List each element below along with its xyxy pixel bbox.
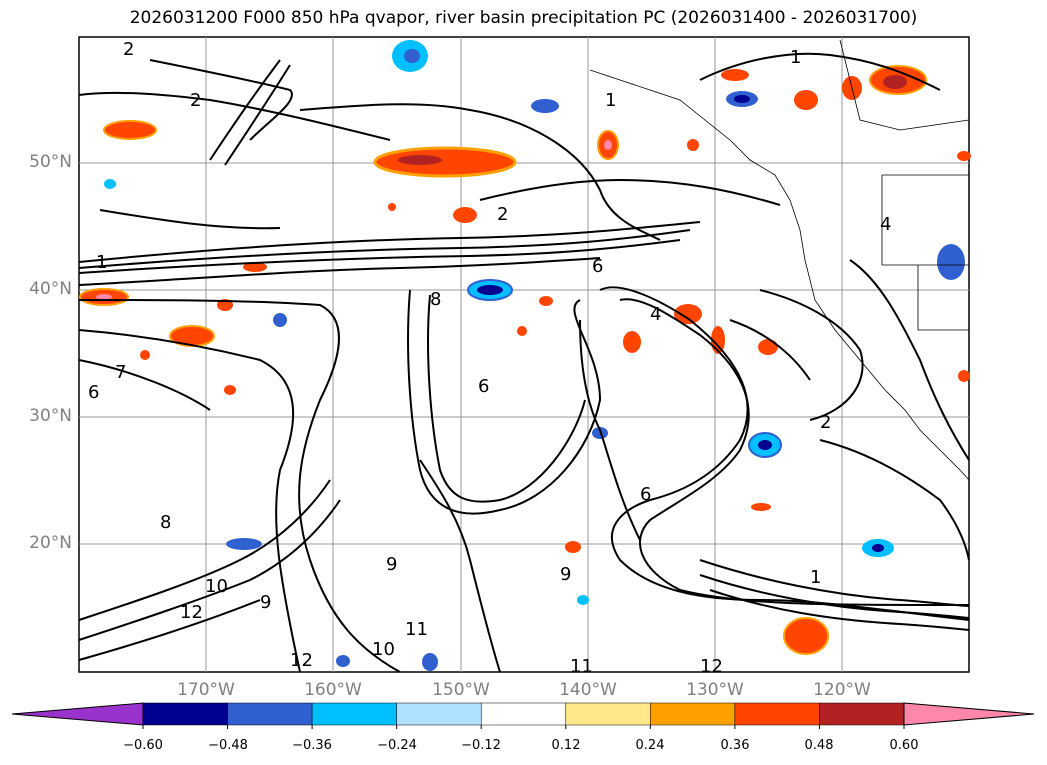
qvapor-contours (78, 52, 970, 673)
contour-label: 11 (570, 656, 593, 677)
contour-label: 8 (160, 512, 171, 533)
contour-label: 2 (497, 204, 508, 225)
colorbar-extend-min (11, 702, 144, 726)
colorbar-tick-label: 0.36 (720, 738, 750, 753)
contour-label: 9 (260, 592, 271, 613)
contour-label: 1 (96, 252, 107, 273)
colorbar-cell (480, 702, 567, 726)
contour-label: 7 (115, 362, 126, 383)
colorbar-cells (142, 702, 905, 726)
precip-anomaly-patches (79, 40, 971, 671)
contour-label: 6 (88, 382, 99, 403)
lat-label-50n: 50°N (29, 152, 72, 172)
contour-label: 11 (405, 619, 428, 640)
colorbar-tick-label: −0.12 (461, 738, 501, 753)
lat-label-40n: 40°N (29, 279, 72, 299)
contour-label: 8 (430, 289, 441, 310)
contour-label: 2 (190, 90, 201, 111)
colorbar-tick-label: −0.24 (377, 738, 417, 753)
colorbar-extend-max (903, 702, 1035, 726)
contour-label: 6 (478, 376, 489, 397)
contour-label: 4 (880, 214, 891, 235)
colorbar-tick-label: 0.24 (635, 738, 665, 753)
contour-label: 1 (605, 90, 616, 111)
colorbar-tick-label: 0.60 (889, 738, 919, 753)
colorbar-cell (396, 702, 482, 726)
contour-label: 12 (180, 602, 203, 623)
coastlines (589, 39, 970, 481)
page-title: 2026031200 F000 850 hPa qvapor, river ba… (129, 8, 918, 28)
contour-label: 9 (386, 554, 397, 575)
contour-label: 6 (640, 484, 651, 505)
colorbar-tick-label: 0.48 (804, 738, 834, 753)
colorbar-cell (142, 702, 228, 726)
contour-label: 1 (810, 567, 821, 588)
colorbar-cell (650, 702, 736, 726)
colorbar-cell (311, 702, 397, 726)
lat-label-30n: 30°N (29, 406, 72, 426)
colorbar-tick-label: −0.48 (208, 738, 248, 753)
colorbar-tick-label: 0.12 (551, 738, 581, 753)
lon-label-120w: 120°W (813, 680, 871, 700)
lon-label-160w: 160°W (304, 680, 362, 700)
colorbar-tick-label: −0.60 (123, 738, 163, 753)
colorbar-cell (227, 702, 313, 726)
colorbar-cell (565, 702, 651, 726)
contour-label: 12 (700, 656, 723, 677)
contour-label: 4 (650, 304, 661, 325)
contour-label: 2 (820, 412, 831, 433)
contour-label: 2 (123, 39, 134, 60)
contour-label-group: 2 1 2 1 2 4 1 6 8 6 4 2 1 6 9 11 12 10 9… (88, 39, 891, 677)
lat-label-20n: 20°N (29, 533, 72, 553)
colorbar-tick-marks (142, 725, 905, 729)
colorbar-tick-label: −0.36 (292, 738, 332, 753)
contour-label: 10 (372, 639, 395, 660)
lon-label-130w: 130°W (686, 680, 744, 700)
contour-label: 9 (560, 564, 571, 585)
colorbar-cell (819, 702, 905, 726)
colorbar-cell (734, 702, 820, 726)
contour-label: 10 (205, 576, 228, 597)
contour-label: 6 (592, 256, 603, 277)
contour-label: 12 (290, 650, 313, 671)
lon-label-170w: 170°W (177, 680, 235, 700)
lon-label-140w: 140°W (559, 680, 617, 700)
contour-label: 1 (790, 47, 801, 68)
colorbar (11, 702, 1035, 729)
lon-label-150w: 150°W (432, 680, 490, 700)
